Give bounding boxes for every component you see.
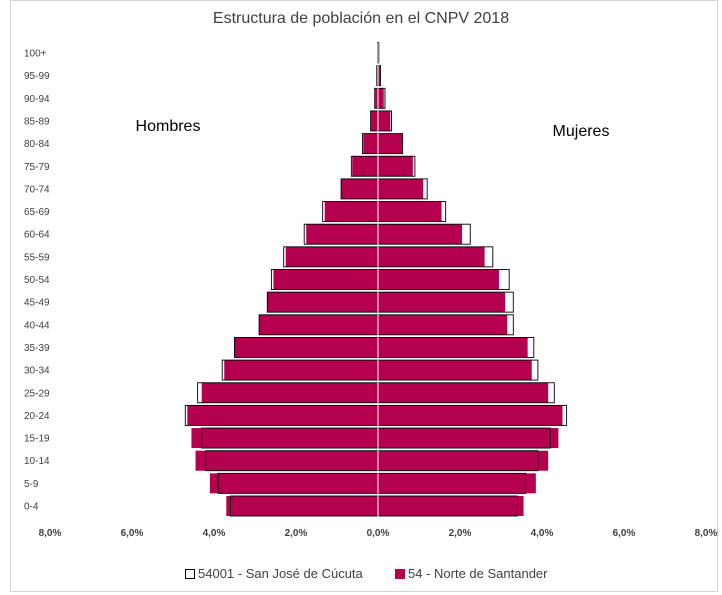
category-label: 60-64 [24, 230, 50, 241]
x-tick-label: 8,0% [39, 528, 62, 539]
legend-label-cucuta: 54001 - San José de Cúcuta [198, 566, 363, 581]
category-label: 50-54 [24, 275, 50, 286]
bar-norte-hombres-75-79 [352, 156, 378, 177]
category-label: 80-84 [24, 139, 50, 150]
side-label-hombres: Hombres [136, 118, 201, 135]
side-label-mujeres: Mujeres [553, 123, 610, 140]
bar-norte-mujeres-90-94 [378, 88, 384, 109]
category-label: 75-79 [24, 162, 50, 173]
bar-norte-mujeres-25-29 [378, 382, 549, 403]
category-label: 95-99 [24, 71, 50, 82]
bar-norte-mujeres-20-24 [378, 405, 563, 426]
category-label: 40-44 [24, 320, 50, 331]
bar-norte-hombres-55-59 [285, 246, 378, 267]
category-label: 0-4 [24, 502, 39, 513]
bar-norte-hombres-30-34 [224, 360, 378, 381]
bar-norte-hombres-10-14 [195, 450, 378, 471]
category-label: 90-94 [24, 94, 50, 105]
bar-norte-mujeres-10-14 [378, 450, 549, 471]
bar-norte-hombres-60-64 [306, 224, 378, 245]
bar-norte-hombres-20-24 [187, 405, 378, 426]
category-label: 55-59 [24, 252, 50, 263]
bar-norte-hombres-0-4 [226, 496, 378, 516]
bar-norte-mujeres-45-49 [378, 292, 506, 313]
bar-norte-mujeres-35-39 [378, 337, 528, 358]
legend-swatch-cucuta [185, 568, 195, 579]
bar-norte-mujeres-60-64 [378, 224, 463, 245]
category-label: 65-69 [24, 207, 50, 218]
bar-norte-mujeres-50-54 [378, 269, 499, 290]
legend-label-norte: 54 - Norte de Santander [408, 566, 548, 581]
x-tick-label: 6,0% [613, 528, 636, 539]
category-label: 45-49 [24, 298, 50, 309]
category-label: 30-34 [24, 366, 50, 377]
bar-norte-mujeres-5-9 [378, 473, 536, 494]
x-tick-label: 8,0% [695, 528, 718, 539]
bar-norte-hombres-5-9 [209, 473, 378, 494]
bar-norte-hombres-35-39 [234, 337, 378, 358]
x-tick-label: 4,0% [203, 528, 226, 539]
x-tick-label: 2,0% [449, 528, 472, 539]
category-label: 35-39 [24, 343, 50, 354]
bar-norte-mujeres-0-4 [378, 496, 524, 516]
bar-norte-mujeres-15-19 [378, 428, 559, 449]
legend-item-norte: 54 - Norte de Santander [395, 566, 547, 581]
bar-norte-mujeres-40-44 [378, 314, 508, 335]
bar-norte-mujeres-95-99 [378, 65, 381, 86]
category-label: 5-9 [24, 479, 39, 490]
bar-norte-hombres-15-19 [191, 428, 378, 449]
category-label: 15-19 [24, 434, 50, 445]
bar-norte-mujeres-30-34 [378, 360, 532, 381]
x-tick-label: 6,0% [121, 528, 144, 539]
category-label: 10-14 [24, 456, 50, 467]
bar-norte-mujeres-70-74 [378, 178, 424, 199]
category-label: 70-74 [24, 184, 50, 195]
bar-norte-hombres-90-94 [375, 88, 378, 109]
chart-title: Estructura de población en el CNPV 2018 [212, 10, 510, 27]
bar-norte-hombres-70-74 [341, 178, 378, 199]
bar-norte-mujeres-85-89 [378, 110, 391, 131]
bar-norte-mujeres-80-84 [378, 133, 403, 154]
category-label: 20-24 [24, 411, 50, 422]
x-tick-label: 2,0% [285, 528, 308, 539]
bar-norte-mujeres-55-59 [378, 246, 485, 267]
bar-norte-hombres-80-84 [363, 133, 378, 154]
legend-item-cucuta: 54001 - San José de Cúcuta [185, 566, 363, 581]
bar-norte-hombres-25-29 [201, 382, 378, 403]
x-tick-label: 0,0% [367, 528, 390, 539]
bar-norte-hombres-50-54 [273, 269, 378, 290]
bar-norte-hombres-85-89 [371, 110, 378, 131]
x-tick-label: 4,0% [531, 528, 554, 539]
category-label: 25-29 [24, 388, 50, 399]
bar-norte-hombres-45-49 [267, 292, 378, 313]
bar-norte-hombres-65-69 [324, 201, 378, 222]
category-label: 85-89 [24, 116, 50, 127]
bar-norte-mujeres-75-79 [378, 156, 413, 177]
bar-norte-mujeres-65-69 [378, 201, 442, 222]
bar-norte-hombres-40-44 [259, 314, 378, 335]
legend-swatch-norte [395, 568, 405, 579]
category-label: 100+ [24, 49, 47, 60]
